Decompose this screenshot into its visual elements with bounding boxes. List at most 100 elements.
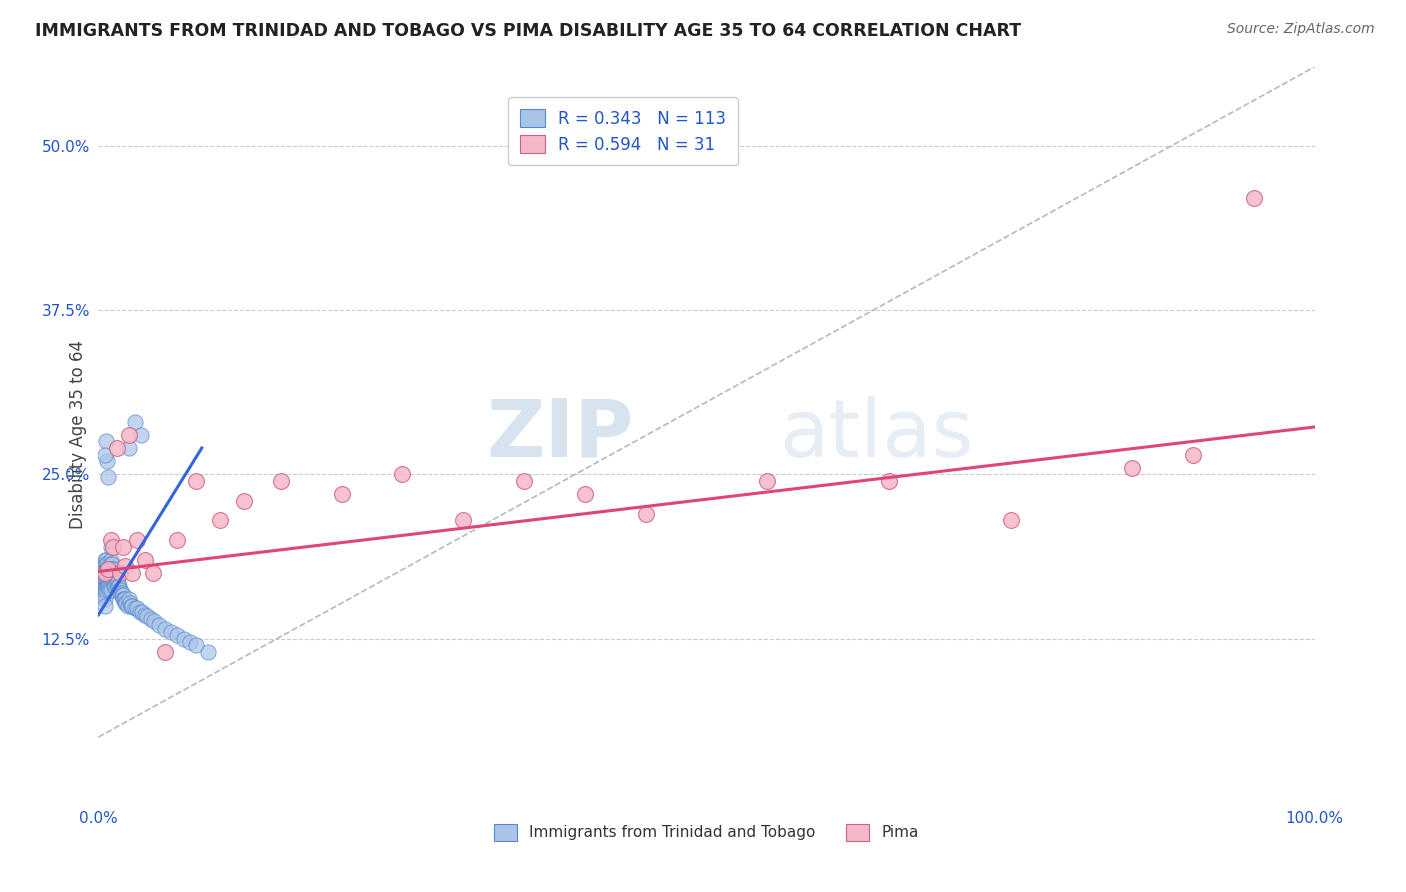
Point xyxy=(91,573,114,587)
Point xyxy=(160,624,183,639)
Point xyxy=(101,566,124,580)
Point xyxy=(100,573,122,587)
Text: IMMIGRANTS FROM TRINIDAD AND TOBAGO VS PIMA DISABILITY AGE 35 TO 64 CORRELATION : IMMIGRANTS FROM TRINIDAD AND TOBAGO VS P… xyxy=(35,22,1021,40)
Point xyxy=(155,623,177,637)
Point xyxy=(90,573,112,587)
Point xyxy=(330,487,353,501)
Point xyxy=(127,533,149,547)
Point xyxy=(136,609,159,624)
Point xyxy=(98,582,121,597)
Point xyxy=(121,599,143,613)
Point xyxy=(98,570,121,584)
Point xyxy=(93,566,115,580)
Point xyxy=(120,599,142,613)
Point xyxy=(96,579,118,593)
Point xyxy=(110,585,132,599)
Point xyxy=(94,573,117,587)
Point xyxy=(1121,460,1143,475)
Point xyxy=(100,579,122,593)
Point xyxy=(184,474,207,488)
Point xyxy=(233,493,256,508)
Point xyxy=(96,557,118,571)
Point xyxy=(104,570,127,584)
Point xyxy=(96,454,118,468)
Point xyxy=(111,592,134,607)
Point xyxy=(105,573,128,587)
Point xyxy=(118,441,141,455)
Point xyxy=(166,533,188,547)
Point xyxy=(100,575,122,590)
Point xyxy=(101,573,124,587)
Point xyxy=(104,575,127,590)
Point xyxy=(94,562,117,576)
Point xyxy=(105,579,128,593)
Point xyxy=(574,487,596,501)
Point xyxy=(98,575,121,590)
Point xyxy=(94,582,117,597)
Point xyxy=(142,566,165,580)
Point xyxy=(101,570,124,584)
Point xyxy=(100,533,122,547)
Point xyxy=(93,582,115,597)
Point xyxy=(634,507,657,521)
Point xyxy=(96,570,118,584)
Point xyxy=(391,467,413,482)
Point xyxy=(93,579,115,593)
Point xyxy=(96,575,118,590)
Point xyxy=(111,588,134,602)
Point xyxy=(91,566,114,580)
Text: ZIP: ZIP xyxy=(486,396,634,474)
Point xyxy=(105,575,128,590)
Point xyxy=(101,562,124,576)
Point xyxy=(93,562,115,576)
Point xyxy=(100,570,122,584)
Point xyxy=(155,645,177,659)
Point xyxy=(107,575,129,590)
Point xyxy=(97,579,120,593)
Legend: Immigrants from Trinidad and Tobago, Pima: Immigrants from Trinidad and Tobago, Pim… xyxy=(488,818,925,847)
Point xyxy=(100,582,122,597)
Point xyxy=(101,557,124,571)
Point xyxy=(124,601,146,615)
Point xyxy=(98,579,121,593)
Y-axis label: Disability Age 35 to 64: Disability Age 35 to 64 xyxy=(69,341,87,529)
Point xyxy=(756,474,779,488)
Text: atlas: atlas xyxy=(779,396,974,474)
Point xyxy=(98,566,121,580)
Point xyxy=(112,592,135,607)
Point xyxy=(124,415,146,429)
Point xyxy=(127,601,149,615)
Point xyxy=(110,585,132,599)
Point xyxy=(173,632,195,646)
Point xyxy=(1182,448,1205,462)
Point xyxy=(94,579,117,593)
Point xyxy=(94,566,117,580)
Point xyxy=(93,552,115,566)
Point xyxy=(103,570,125,584)
Point xyxy=(114,592,136,607)
Point xyxy=(103,566,125,580)
Point xyxy=(121,566,143,580)
Point xyxy=(1243,191,1265,205)
Point xyxy=(94,552,117,566)
Point xyxy=(96,562,118,576)
Point xyxy=(93,557,115,571)
Text: Source: ZipAtlas.com: Source: ZipAtlas.com xyxy=(1227,22,1375,37)
Point xyxy=(100,557,122,571)
Point xyxy=(93,570,115,584)
Point xyxy=(117,599,139,613)
Point xyxy=(453,513,475,527)
Point xyxy=(100,540,122,554)
Point xyxy=(91,575,114,590)
Point xyxy=(101,540,124,554)
Point xyxy=(118,596,141,610)
Point xyxy=(97,470,120,484)
Point xyxy=(115,596,138,610)
Point xyxy=(97,570,120,584)
Point xyxy=(197,645,219,659)
Point xyxy=(114,596,136,610)
Point xyxy=(1000,513,1022,527)
Point xyxy=(93,566,115,580)
Point xyxy=(103,579,125,593)
Point xyxy=(93,448,115,462)
